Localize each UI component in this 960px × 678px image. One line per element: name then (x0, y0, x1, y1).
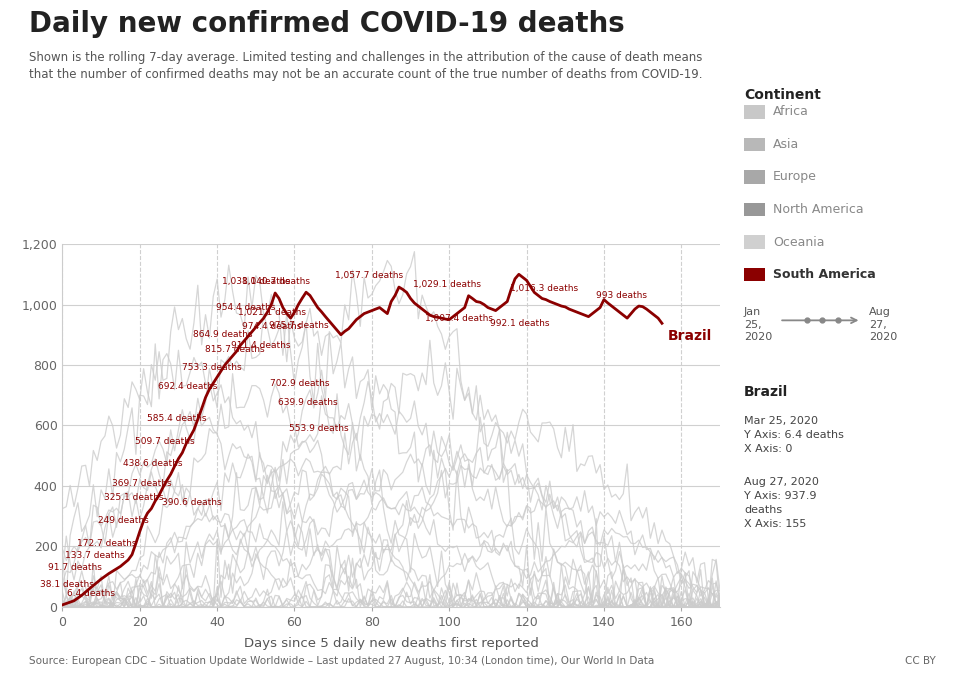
Text: 509.7 deaths: 509.7 deaths (135, 437, 195, 446)
Text: 975.7 deaths: 975.7 deaths (269, 321, 328, 330)
Text: Source: European CDC – Situation Update Worldwide – Last updated 27 August, 10:3: Source: European CDC – Situation Update … (29, 656, 654, 666)
Text: 6.4 deaths: 6.4 deaths (66, 589, 114, 598)
Text: 1,029.1 deaths: 1,029.1 deaths (413, 280, 481, 289)
Text: 864.9 deaths: 864.9 deaths (193, 330, 252, 339)
Text: Africa: Africa (773, 105, 808, 119)
Text: 692.4 deaths: 692.4 deaths (158, 382, 218, 391)
Text: 369.7 deaths: 369.7 deaths (112, 479, 172, 488)
Text: that the number of confirmed deaths may not be an accurate count of the true num: that the number of confirmed deaths may … (29, 68, 703, 81)
Text: Europe: Europe (773, 170, 817, 184)
Text: North America: North America (773, 203, 863, 216)
Text: 172.7 deaths: 172.7 deaths (77, 539, 136, 548)
Text: Daily new confirmed COVID-19 deaths: Daily new confirmed COVID-19 deaths (29, 10, 625, 38)
Text: 954.4 deaths: 954.4 deaths (216, 302, 276, 312)
Text: Aug
27,
2020: Aug 27, 2020 (869, 307, 897, 342)
Text: 553.9 deaths: 553.9 deaths (289, 424, 348, 433)
Text: 133.7 deaths: 133.7 deaths (65, 551, 125, 560)
X-axis label: Days since 5 daily new deaths first reported: Days since 5 daily new deaths first repo… (244, 637, 539, 650)
Text: 911.4 deaths: 911.4 deaths (231, 341, 291, 350)
Text: Oceania: Oceania (773, 235, 825, 249)
Text: 390.6 deaths: 390.6 deaths (161, 498, 222, 507)
Text: Brazil: Brazil (744, 385, 788, 399)
Text: 702.9 deaths: 702.9 deaths (270, 379, 329, 388)
Text: 38.1 deaths: 38.1 deaths (40, 580, 94, 589)
Text: 1,007.4 deaths: 1,007.4 deaths (424, 315, 492, 323)
Text: 1,057.7 deaths: 1,057.7 deaths (335, 271, 403, 281)
Text: Asia: Asia (773, 138, 799, 151)
Text: 974.4 deaths: 974.4 deaths (242, 321, 301, 331)
Text: in Data: in Data (862, 57, 906, 67)
Text: 992.1 deaths: 992.1 deaths (491, 319, 550, 328)
Text: 993 deaths: 993 deaths (596, 291, 647, 300)
Text: 753.3 deaths: 753.3 deaths (181, 363, 241, 372)
Text: 1,021.1 deaths: 1,021.1 deaths (238, 308, 306, 317)
Text: 249 deaths: 249 deaths (98, 516, 149, 525)
Text: Our World: Our World (852, 41, 916, 51)
Text: 1,038.1 deaths: 1,038.1 deaths (223, 277, 291, 286)
Text: CC BY: CC BY (905, 656, 936, 666)
Text: Jan
25,
2020: Jan 25, 2020 (744, 307, 772, 342)
Text: 585.4 deaths: 585.4 deaths (147, 414, 206, 423)
Text: Brazil: Brazil (668, 330, 712, 343)
Text: 1,040.7 deaths: 1,040.7 deaths (242, 277, 310, 285)
Text: 1,016.3 deaths: 1,016.3 deaths (510, 284, 578, 293)
Text: 815.7 deaths: 815.7 deaths (204, 344, 264, 354)
Text: Shown is the rolling 7-day average. Limited testing and challenges in the attrib: Shown is the rolling 7-day average. Limi… (29, 51, 702, 64)
Text: 91.7 deaths: 91.7 deaths (48, 563, 102, 572)
Text: 325.1 deaths: 325.1 deaths (104, 493, 163, 502)
Text: 438.6 deaths: 438.6 deaths (124, 458, 183, 468)
Text: 639.9 deaths: 639.9 deaths (277, 398, 337, 407)
Text: Continent: Continent (744, 88, 821, 102)
Text: Aug 27, 2020
Y Axis: 937.9
deaths
X Axis: 155: Aug 27, 2020 Y Axis: 937.9 deaths X Axis… (744, 477, 819, 529)
Text: South America: South America (773, 268, 876, 281)
Text: Mar 25, 2020
Y Axis: 6.4 deaths
X Axis: 0: Mar 25, 2020 Y Axis: 6.4 deaths X Axis: … (744, 416, 844, 454)
